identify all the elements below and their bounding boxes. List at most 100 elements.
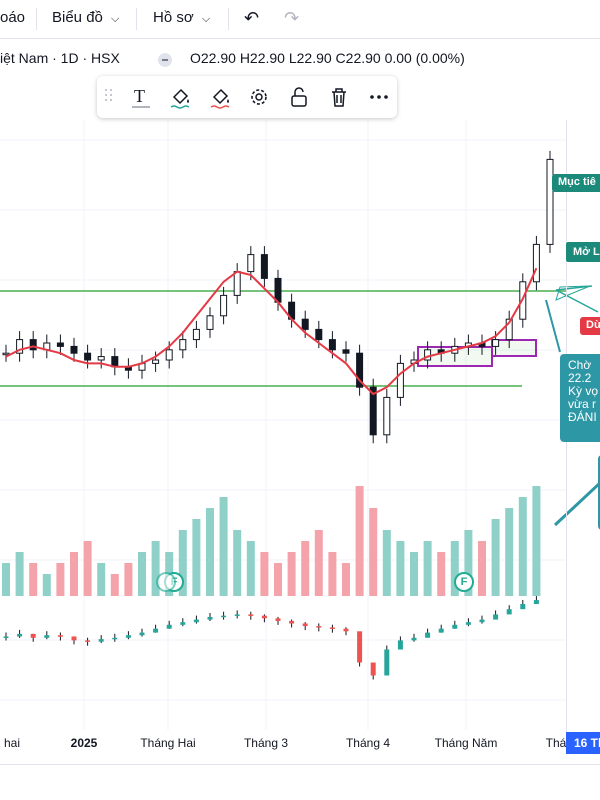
settings-icon[interactable] (247, 85, 271, 109)
indicator-bar (425, 632, 431, 638)
candle (2, 344, 10, 362)
indicator-bar (180, 622, 186, 625)
candle (532, 235, 540, 291)
volume-bar (192, 519, 201, 596)
volume-bar (342, 563, 350, 596)
candle (546, 150, 554, 253)
svg-text:T: T (134, 86, 145, 106)
volume-bar (505, 508, 514, 596)
time-tick: 2025 (70, 736, 98, 750)
candle (192, 320, 200, 349)
time-tick: Thá (545, 736, 567, 750)
more-icon[interactable] (367, 85, 391, 109)
indicator-bar (520, 604, 526, 610)
candle (505, 310, 513, 349)
indicator-bar (221, 615, 227, 618)
note-line: vừa r (568, 397, 597, 411)
bottom-border (0, 764, 600, 765)
candle (152, 351, 160, 372)
profile-menu-button[interactable]: Hồ sơ ⌵ (153, 9, 210, 26)
indicator-pane (3, 596, 539, 680)
current-date-badge: 16 Th (566, 732, 600, 754)
indicator-bar (17, 633, 23, 637)
top-toolbar: oáo Biểu đồ ⌵ Hồ sơ ⌵ ↶ ↷ (0, 0, 600, 39)
indicator-bar (438, 628, 444, 633)
stop-label[interactable]: Dừ (580, 317, 600, 335)
note-line: ĐÁNI (568, 410, 597, 424)
symbol-label[interactable]: iệt Nam · 1D · HSX (0, 50, 120, 66)
open-long-label[interactable]: Mở L (565, 241, 600, 263)
volume-bar (124, 563, 133, 596)
volume-bar (56, 563, 65, 596)
indicator-bar (506, 609, 512, 615)
volume-bar (355, 486, 364, 596)
volume-bar (369, 508, 378, 596)
indicator-bar (193, 619, 199, 623)
indicator-bar (329, 627, 335, 629)
time-axis[interactable]: hai 2025 Tháng Hai Tháng 3 Tháng 4 Tháng… (0, 732, 600, 754)
fill-color-icon[interactable] (169, 85, 193, 109)
indicator-bar (234, 614, 240, 616)
note-callout[interactable]: Chờ 22.2 Kỳ vọ vừa r ĐÁNI (560, 354, 600, 442)
volume-bar (301, 541, 310, 596)
indicator-bar (289, 620, 295, 624)
candle (111, 348, 119, 376)
candle (220, 286, 228, 325)
candle (124, 358, 132, 379)
indicator-bar (411, 637, 417, 641)
line-color-icon[interactable] (209, 85, 233, 109)
consolidation-box (491, 339, 537, 357)
chart-menu-button[interactable]: Biểu đồ ⌵ (52, 9, 119, 26)
chevron-down-icon: ⌵ (111, 13, 120, 25)
indicator-bar (533, 600, 539, 604)
lock-icon[interactable] (287, 85, 311, 109)
candle (84, 344, 92, 369)
partial-menu-item[interactable]: oáo (0, 9, 26, 26)
candle (29, 331, 37, 359)
volume-bar (70, 552, 78, 596)
collapse-legend-icon[interactable] (158, 53, 172, 67)
divider (36, 8, 37, 30)
volume-bar (437, 552, 446, 596)
indicator-bar (302, 623, 308, 627)
volume-bar (314, 530, 323, 596)
chart-menu-label: Biểu đồ (52, 9, 103, 26)
candle (206, 307, 214, 338)
volume-bar (532, 486, 541, 596)
indicator-bar (493, 614, 499, 620)
candle (70, 337, 78, 362)
indicator-bar (112, 637, 118, 640)
indicator-bar (85, 640, 91, 642)
text-icon[interactable]: T (129, 85, 153, 109)
undo-icon[interactable]: ↶ (244, 8, 260, 28)
volume-bar (464, 530, 473, 596)
time-tick: Tháng Hai (140, 736, 196, 750)
redo-icon[interactable]: ↷ (284, 8, 300, 28)
note-callout-2[interactable] (598, 455, 600, 530)
projection-triangle (555, 285, 591, 301)
volume-bar (382, 530, 391, 596)
drawing-toolbar: T (97, 76, 397, 118)
divider (136, 8, 137, 30)
indicator-bar (44, 635, 50, 638)
target-label[interactable]: Mục tiê (552, 174, 600, 192)
event-badge[interactable]: F (454, 572, 474, 592)
drag-handle-icon[interactable] (105, 89, 113, 105)
indicator-bar (30, 633, 36, 638)
grid (0, 120, 566, 730)
event-badge-stacked[interactable] (156, 572, 176, 592)
indicator-bar (3, 636, 9, 638)
divider (228, 8, 229, 30)
volume-bar (29, 563, 38, 596)
time-tick: Tháng 4 (345, 736, 391, 750)
chevron-down-icon: ⌵ (201, 13, 211, 25)
indicator-bar (370, 662, 376, 676)
indicator-bar (384, 649, 390, 676)
note-line: Chờ (568, 358, 592, 372)
candle (179, 331, 187, 359)
candles (2, 150, 554, 444)
trash-icon[interactable] (327, 85, 351, 109)
note-line: 22.2 (568, 371, 592, 385)
volume-bar (110, 574, 119, 596)
